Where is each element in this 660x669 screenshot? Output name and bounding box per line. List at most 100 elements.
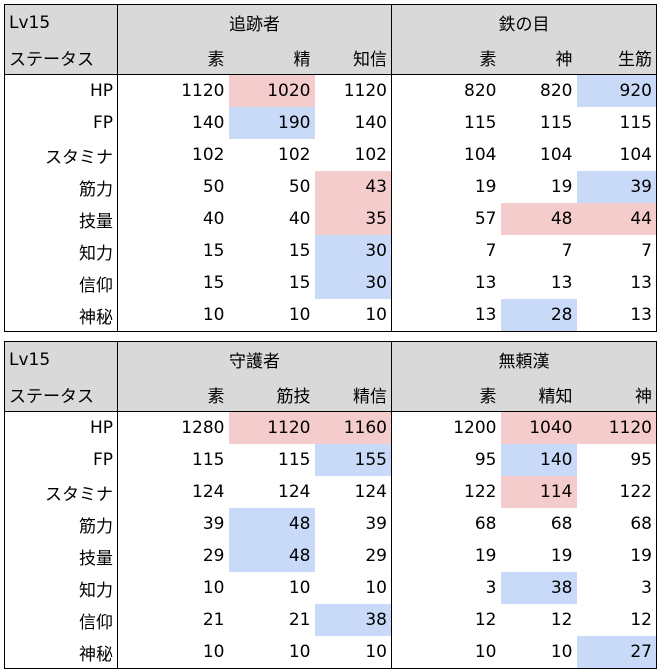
table-row: 筋力 50 50 43 19 19 39 — [4, 171, 657, 203]
table-row: FP 140 190 140 115 115 115 — [4, 107, 657, 139]
stat-value-cell: 1040 — [500, 411, 577, 444]
stat-value-cell: 140 — [192, 113, 225, 133]
stat-label: 信仰 — [4, 604, 118, 636]
stat-value-cell: 122 — [576, 476, 657, 508]
stat-value-cell: 19 — [474, 546, 497, 566]
stat-value-cell: 40 — [288, 209, 311, 229]
stat-value-cell: 104 — [540, 145, 573, 165]
stat-value-cell: 35 — [314, 203, 392, 235]
stat-value-cell: 28 — [500, 299, 577, 332]
level-label: Lv15 — [4, 4, 118, 40]
stat-value-cell: 40 — [202, 209, 225, 229]
stat-value-cell: 820 — [464, 81, 497, 101]
stat-value-cell: 21 — [288, 610, 311, 630]
stat-table-1: Lv15 追跡者 鉄の目 ステータス 素 精 知信 素 神 生筋 HP 1120 1… — [4, 4, 657, 332]
stat-value-cell: 10 — [117, 636, 229, 669]
column-header: 素 — [391, 40, 501, 75]
stat-value-cell: 115 — [464, 113, 497, 133]
class-name: 守護者 — [117, 341, 392, 377]
stat-value-cell: 44 — [576, 203, 657, 235]
stat-value-cell: 10 — [314, 572, 392, 604]
stat-value-cell: 95 — [474, 450, 497, 470]
stat-value-cell: 19 — [474, 177, 497, 197]
stat-value-cell: 10 — [314, 636, 392, 669]
stat-value-cell: 7 — [576, 235, 657, 267]
table-row: 神秘 10 10 10 13 28 13 — [4, 299, 657, 332]
stat-label: FP — [4, 444, 118, 476]
stat-value-cell: 190 — [228, 107, 315, 139]
table-row: 筋力 39 48 39 68 68 68 — [4, 508, 657, 540]
column-header: 精信 — [314, 377, 392, 412]
stat-value-cell: 1200 — [453, 418, 497, 438]
stat-value-cell: 39 — [314, 508, 392, 540]
stat-value-cell: 10 — [228, 299, 315, 332]
class-name: 鉄の目 — [391, 4, 657, 40]
stat-value-cell: 38 — [314, 604, 392, 636]
column-header: 素 — [117, 377, 229, 412]
stat-value-cell: 12 — [576, 604, 657, 636]
stat-label: スタミナ — [4, 476, 118, 508]
stat-label: 神秘 — [4, 636, 118, 669]
stat-value-cell: 48 — [500, 203, 577, 235]
stat-value-cell: 29 — [314, 540, 392, 572]
stat-value-cell: 19 — [550, 177, 573, 197]
stat-value-cell: 10 — [228, 636, 315, 669]
table-row: 技量 40 40 35 57 48 44 — [4, 203, 657, 235]
stat-value-cell: 115 — [192, 450, 225, 470]
stat-value-cell: 155 — [314, 444, 392, 476]
stat-value-cell: 3 — [576, 572, 657, 604]
class-name: 無頼漢 — [391, 341, 657, 377]
stat-value-cell: 920 — [576, 74, 657, 107]
stat-label: HP — [4, 74, 118, 107]
stat-value-cell: 10 — [314, 299, 392, 332]
stat-value-cell: 38 — [500, 572, 577, 604]
stat-value-cell: 140 — [314, 107, 392, 139]
stat-value-cell: 12 — [550, 610, 573, 630]
stat-value-cell: 27 — [576, 636, 657, 669]
stat-value-cell: 1160 — [314, 411, 392, 444]
stat-value-cell: 102 — [314, 139, 392, 171]
stat-value-cell: 19 — [576, 540, 657, 572]
stat-value-cell: 104 — [464, 145, 497, 165]
stat-value-cell: 1120 — [576, 411, 657, 444]
column-header: 精 — [228, 40, 315, 75]
status-header: ステータス — [4, 40, 118, 75]
column-header: 精知 — [500, 377, 577, 412]
stat-value-cell: 115 — [278, 450, 311, 470]
stat-value-cell: 15 — [202, 273, 225, 293]
stat-value-cell: 15 — [288, 241, 311, 261]
stat-value-cell: 124 — [278, 482, 311, 502]
stat-value-cell: 10 — [500, 636, 577, 669]
status-header: ステータス — [4, 377, 118, 412]
stat-value-cell: 68 — [576, 508, 657, 540]
stat-value-cell: 29 — [202, 546, 225, 566]
stat-value-cell: 13 — [576, 267, 657, 299]
class-title-row: Lv15 追跡者 鉄の目 — [4, 4, 657, 40]
stat-value-cell: 102 — [192, 145, 225, 165]
stat-label: 技量 — [4, 203, 118, 235]
stat-value-cell: 820 — [540, 81, 573, 101]
stat-value-cell: 21 — [202, 610, 225, 630]
stat-value-cell: 1120 — [181, 81, 225, 101]
stat-value-cell: 1120 — [228, 411, 315, 444]
stat-value-cell: 7 — [561, 241, 573, 261]
stat-value-cell: 43 — [314, 171, 392, 203]
stat-value-cell: 48 — [228, 540, 315, 572]
stat-value-cell: 50 — [288, 177, 311, 197]
stat-value-cell: 3 — [485, 578, 497, 598]
stat-value-cell: 140 — [500, 444, 577, 476]
stat-label: 神秘 — [4, 299, 118, 332]
column-header: 神 — [500, 40, 577, 75]
stat-value-cell: 102 — [278, 145, 311, 165]
stat-value-cell: 122 — [464, 482, 497, 502]
table-row: スタミナ 102 102 102 104 104 104 — [4, 139, 657, 171]
table-row: 信仰 15 15 30 13 13 13 — [4, 267, 657, 299]
stat-value-cell: 15 — [202, 241, 225, 261]
stat-value-cell: 13 — [391, 299, 501, 332]
stat-rows: HP 1280 1120 1160 1200 1040 1120 FP 115 115 155 95 1… — [4, 411, 657, 669]
stat-value-cell: 114 — [500, 476, 577, 508]
column-header-row: ステータス 素 精 知信 素 神 生筋 — [4, 40, 657, 75]
class-title-row: Lv15 守護者 無頼漢 — [4, 341, 657, 377]
stat-value-cell: 13 — [576, 299, 657, 332]
stat-value-cell: 10 — [117, 299, 229, 332]
